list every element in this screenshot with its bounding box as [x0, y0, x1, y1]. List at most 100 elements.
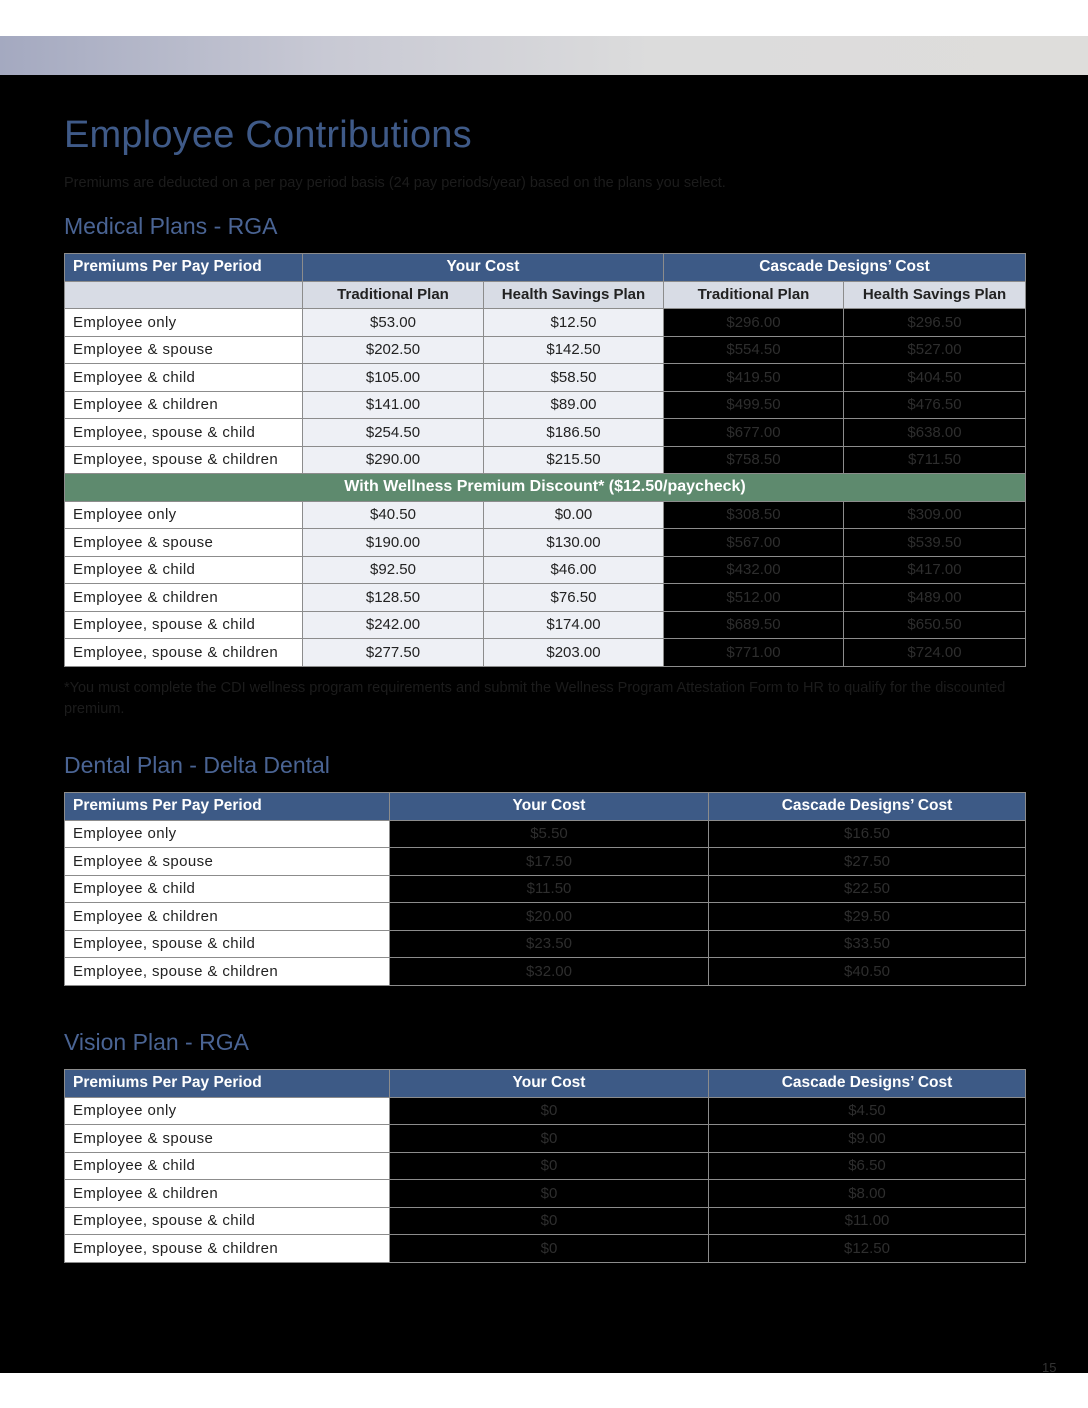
- your-cost-traditional: $40.50: [302, 500, 484, 529]
- coverage-tier: Employee & spouse: [64, 335, 303, 364]
- coverage-tier: Employee, spouse & child: [64, 418, 303, 447]
- your-cost-hsa: $130.00: [483, 528, 664, 557]
- company-cost-traditional: $758.50: [663, 445, 844, 474]
- your-cost-hsa: $89.00: [483, 390, 664, 419]
- company-cost-traditional: $689.50: [663, 610, 844, 639]
- col-header-your-cost: Your Cost: [302, 253, 664, 282]
- coverage-tier: Employee, spouse & child: [64, 1206, 390, 1235]
- coverage-tier: Employee only: [64, 500, 303, 529]
- company-cost-traditional: $512.00: [663, 583, 844, 612]
- your-cost: $20.00: [389, 902, 709, 931]
- company-cost-hsa: $711.50: [842, 445, 1027, 474]
- company-cost-hsa: $489.00: [842, 583, 1027, 612]
- table-row: Employee, spouse & child $0 $11.00: [64, 1206, 1026, 1235]
- coverage-tier: Employee only: [64, 819, 390, 848]
- company-cost-hsa: $539.50: [842, 528, 1027, 557]
- your-cost-traditional: $290.00: [302, 445, 484, 474]
- coverage-tier: Employee & spouse: [64, 847, 390, 876]
- coverage-tier: Employee, spouse & children: [64, 445, 303, 474]
- your-cost-hsa: $12.50: [483, 308, 664, 337]
- col-header-premiums: Premiums Per Pay Period: [64, 253, 303, 282]
- company-cost-traditional: $771.00: [663, 638, 844, 667]
- company-cost-hsa: $296.50: [842, 308, 1027, 337]
- your-cost-traditional: $242.00: [302, 610, 484, 639]
- table-row: Employee, spouse & children $277.50 $203.0…: [64, 638, 1027, 667]
- table-row: Employee & child $105.00 $58.50 $419.50 $404…: [64, 363, 1027, 392]
- coverage-tier: Employee & spouse: [64, 1124, 390, 1153]
- company-cost-traditional: $499.50: [663, 390, 844, 419]
- header-gradient-band: [0, 36, 1088, 75]
- company-cost-hsa: $417.00: [842, 555, 1027, 584]
- your-cost-hsa: $174.00: [483, 610, 664, 639]
- wellness-discount-band: With Wellness Premium Discount* ($12.50/…: [63, 473, 1027, 502]
- company-cost: $4.50: [708, 1096, 1026, 1125]
- coverage-tier: Employee, spouse & children: [64, 638, 303, 667]
- company-cost: $33.50: [708, 929, 1026, 958]
- table-row: Employee only $0 $4.50: [64, 1096, 1026, 1125]
- sub-header-company-traditional: Traditional Plan: [663, 280, 844, 309]
- coverage-tier: Employee & children: [64, 902, 390, 931]
- table-row: Employee & child $11.50 $22.50: [64, 874, 1026, 903]
- page-subtitle: Premiums are deducted on a per pay perio…: [64, 175, 726, 191]
- your-cost: $0: [389, 1124, 709, 1153]
- your-cost-traditional: $141.00: [302, 390, 484, 419]
- your-cost-traditional: $190.00: [302, 528, 484, 557]
- col-header-company-cost: Cascade Designs’ Cost: [708, 792, 1026, 821]
- your-cost: $0: [389, 1096, 709, 1125]
- company-cost: $6.50: [708, 1151, 1026, 1180]
- table-row: Employee only $53.00 $12.50 $296.00 $296.50: [64, 308, 1027, 337]
- vision-table: Premiums Per Pay Period Your Cost Cascad…: [64, 1069, 1026, 1263]
- your-cost: $11.50: [389, 874, 709, 903]
- company-cost: $22.50: [708, 874, 1026, 903]
- your-cost: $23.50: [389, 929, 709, 958]
- company-cost-traditional: $419.50: [663, 363, 844, 392]
- wellness-footnote: *You must complete the CDI wellness prog…: [64, 680, 1006, 717]
- dental-table: Premiums Per Pay Period Your Cost Cascad…: [64, 792, 1026, 986]
- coverage-tier: Employee & children: [64, 390, 303, 419]
- coverage-tier: Employee & spouse: [64, 528, 303, 557]
- table-row: Employee only $40.50 $0.00 $308.50 $309.00: [64, 500, 1027, 529]
- table-row: Employee & children $128.50 $76.50 $512.00 $…: [64, 583, 1027, 612]
- coverage-tier: Employee, spouse & children: [64, 957, 390, 986]
- your-cost-traditional: $277.50: [302, 638, 484, 667]
- table-row: Employee & spouse $190.00 $130.00 $567.00 $5…: [64, 528, 1027, 557]
- company-cost-traditional: $677.00: [663, 418, 844, 447]
- table-row: Employee & child $92.50 $46.00 $432.00 $417.…: [64, 555, 1027, 584]
- medical-table: Premiums Per Pay Period Your Cost Cascad…: [63, 253, 1027, 667]
- your-cost-traditional: $53.00: [302, 308, 484, 337]
- your-cost: $17.50: [389, 847, 709, 876]
- your-cost-traditional: $202.50: [302, 335, 484, 364]
- sub-header-your-hsa: Health Savings Plan: [483, 280, 664, 309]
- company-cost: $27.50: [708, 847, 1026, 876]
- coverage-tier: Employee & child: [64, 1151, 390, 1180]
- company-cost: $40.50: [708, 957, 1026, 986]
- your-cost-traditional: $92.50: [302, 555, 484, 584]
- table-row: Employee & spouse $202.50 $142.50 $554.50 $5…: [64, 335, 1027, 364]
- table-row: Employee only $5.50 $16.50: [64, 819, 1026, 848]
- company-cost-hsa: $724.00: [842, 638, 1027, 667]
- your-cost: $0: [389, 1151, 709, 1180]
- company-cost-traditional: $308.50: [663, 500, 844, 529]
- company-cost-hsa: $527.00: [842, 335, 1027, 364]
- table-row: Employee, spouse & child $254.50 $186.50 $6…: [64, 418, 1027, 447]
- your-cost-hsa: $58.50: [483, 363, 664, 392]
- table-row: Employee, spouse & children $32.00 $40.50: [64, 957, 1026, 986]
- your-cost-traditional: $254.50: [302, 418, 484, 447]
- table-row: Employee & spouse $17.50 $27.50: [64, 847, 1026, 876]
- sub-header-blank: [64, 280, 303, 309]
- sub-header-your-traditional: Traditional Plan: [302, 280, 484, 309]
- your-cost-hsa: $0.00: [483, 500, 664, 529]
- company-cost-traditional: $432.00: [663, 555, 844, 584]
- your-cost: $0: [389, 1206, 709, 1235]
- company-cost-hsa: $638.00: [842, 418, 1027, 447]
- your-cost: $0: [389, 1234, 709, 1263]
- col-header-company-cost: Cascade Designs’ Cost: [708, 1069, 1026, 1098]
- your-cost-hsa: $142.50: [483, 335, 664, 364]
- company-cost-hsa: $309.00: [842, 500, 1027, 529]
- your-cost: $32.00: [389, 957, 709, 986]
- col-header-your-cost: Your Cost: [389, 1069, 709, 1098]
- company-cost: $9.00: [708, 1124, 1026, 1153]
- your-cost-hsa: $76.50: [483, 583, 664, 612]
- company-cost-traditional: $567.00: [663, 528, 844, 557]
- coverage-tier: Employee, spouse & children: [64, 1234, 390, 1263]
